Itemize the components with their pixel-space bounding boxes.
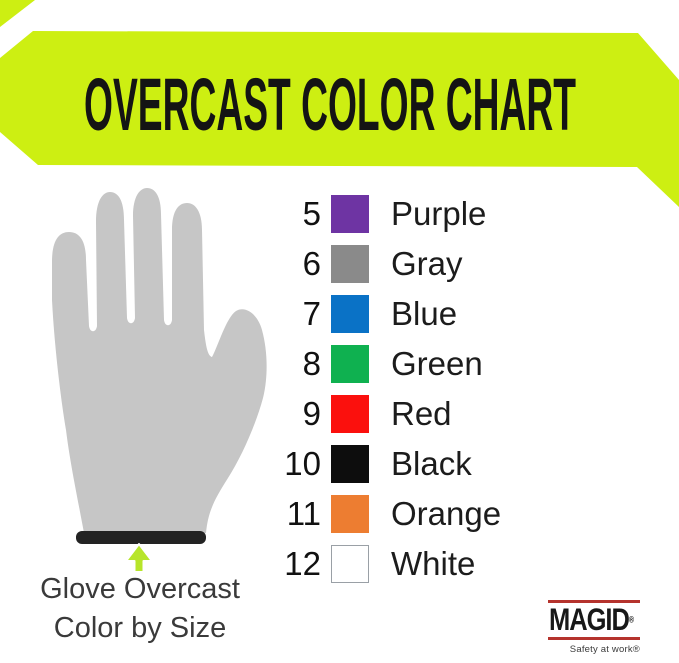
banner-ribbon [0,31,679,207]
logo-rule-top [548,600,640,603]
banner-corner-fold [0,0,35,27]
size-number: 11 [286,495,321,532]
size-color-legend: 5 Purple 6 Gray 7 Blue 8 Green 9 Red 10 … [281,195,501,595]
registered-mark: ® [628,616,635,625]
color-label: Red [391,395,452,432]
legend-row: 12 White [281,545,501,583]
legend-row: 7 Blue [281,295,501,333]
color-swatch-purple [331,195,369,233]
color-swatch-gray [331,245,369,283]
size-number: 12 [284,545,321,582]
size-number: 9 [302,395,321,432]
color-label: Blue [391,295,458,332]
size-number: 6 [302,245,321,282]
glove-illustration [52,188,267,533]
size-number: 5 [302,195,321,232]
legend-row: 8 Green [281,345,501,383]
legend-row: 10 Black [281,445,501,483]
glove-caption-line1: Glove Overcast [40,573,240,605]
logo-rule-bottom [548,637,640,640]
color-label: White [391,545,476,582]
color-label: Orange [391,495,502,532]
overcast-band [76,531,206,544]
color-swatch-green [331,345,369,383]
legend-row: 5 Purple [281,195,501,233]
legend-row: 9 Red [281,395,501,433]
size-number: 7 [302,295,321,332]
glove-caption: Glove Overcast Color by Size [18,570,262,648]
size-number: 8 [302,345,321,382]
arrow-up-icon [125,543,153,573]
color-label: Black [391,445,472,482]
color-swatch-red [331,395,369,433]
color-swatch-blue [331,295,369,333]
magid-logo: MAGID® Safety at work® [548,600,640,655]
color-label: Purple [391,195,487,232]
logo-wordmark: MAGID® [549,602,635,638]
logo-tagline: Safety at work® [569,644,640,655]
color-swatch-black [331,445,369,483]
color-label: Green [391,345,483,382]
color-swatch-orange [331,495,369,533]
size-number: 10 [284,445,321,482]
glove-caption-line2: Color by Size [53,612,227,644]
banner-title: OVERCAST COLOR CHART [84,64,576,146]
legend-row: 6 Gray [281,245,501,283]
legend-row: 11 Orange [281,495,501,533]
color-label: Gray [391,245,463,282]
color-swatch-white [331,545,369,583]
